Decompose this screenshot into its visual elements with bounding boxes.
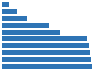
Bar [2, 30, 60, 35]
Bar [2, 36, 87, 41]
Bar [2, 64, 92, 69]
Bar [2, 2, 9, 7]
Bar [2, 9, 17, 14]
Bar [2, 43, 89, 48]
Bar [2, 23, 49, 28]
Bar [2, 50, 90, 55]
Bar [2, 16, 27, 21]
Bar [2, 57, 91, 62]
